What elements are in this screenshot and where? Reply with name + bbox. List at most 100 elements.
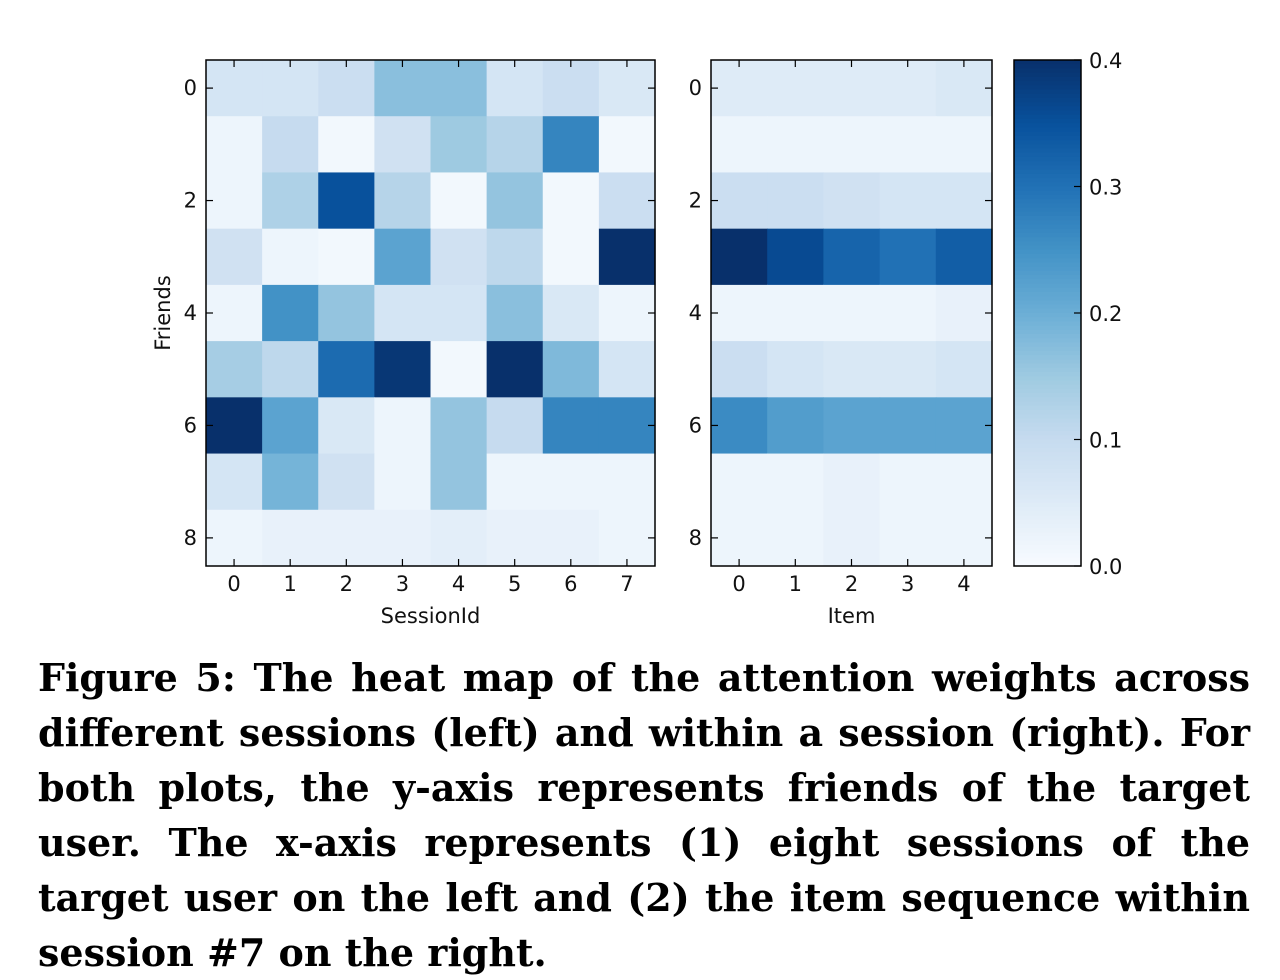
colorbar-gradient-step <box>1014 258 1081 263</box>
heatmap-cell <box>767 228 824 286</box>
heatmap-cell <box>711 509 768 567</box>
colorbar-gradient-step <box>1014 523 1081 529</box>
x-axis-label: SessionId <box>381 604 481 628</box>
colorbar-gradient-step <box>1014 140 1081 145</box>
colorbar-gradient-step <box>1014 161 1081 167</box>
colorbar-gradient-step <box>1014 422 1081 428</box>
colorbar-gradient-step <box>1014 329 1081 335</box>
heatmap-cell <box>767 341 824 398</box>
colorbar-gradient-step <box>1014 291 1081 297</box>
colorbar-gradient-step <box>1014 182 1081 188</box>
colorbar-gradient-step <box>1014 135 1081 141</box>
heatmap-cell <box>374 172 432 230</box>
heatmap-cell <box>767 509 824 567</box>
colorbar-gradient-step <box>1014 490 1081 495</box>
heatmap-cell <box>711 341 768 398</box>
heatmap-cell <box>206 116 263 174</box>
y-tick-label: 4 <box>184 301 197 325</box>
colorbar-gradient-step <box>1014 502 1081 508</box>
colorbar-gradient-step <box>1014 456 1081 462</box>
heatmap-cell <box>935 341 993 398</box>
x-tick-label: 7 <box>620 572 633 596</box>
heatmap-cell <box>206 172 263 230</box>
colorbar-gradient-step <box>1014 485 1081 491</box>
colorbar-gradient-step <box>1014 473 1081 479</box>
heatmap-cell <box>767 397 824 455</box>
colorbar-gradient-step <box>1014 532 1081 538</box>
colorbar-gradient-step <box>1014 498 1081 504</box>
colorbar-gradient-step <box>1014 64 1081 70</box>
heatmap-cell <box>318 397 375 455</box>
heatmap-cell <box>430 228 488 286</box>
colorbar-gradient-step <box>1014 169 1081 175</box>
x-tick-label: 0 <box>732 572 745 596</box>
heatmap-cell <box>823 341 881 398</box>
colorbar-gradient-step <box>1014 211 1081 217</box>
heatmap-cell <box>430 341 488 398</box>
heatmap-cell <box>262 60 319 117</box>
colorbar-gradient-step <box>1014 89 1081 95</box>
heatmap-cell <box>711 228 768 286</box>
colorbar-gradient-step <box>1014 60 1081 65</box>
heatmap-cell <box>598 397 656 455</box>
colorbar-gradient-step <box>1014 426 1081 432</box>
heatmap-cell <box>262 397 319 455</box>
colorbar-gradient-step <box>1014 279 1081 285</box>
colorbar-gradient-step <box>1014 540 1081 546</box>
colorbar-gradient-step <box>1014 216 1081 221</box>
colorbar-gradient-step <box>1014 262 1081 268</box>
colorbar-gradient-step <box>1014 93 1081 99</box>
colorbar-gradient-step <box>1014 203 1081 209</box>
colorbar-gradient-step <box>1014 68 1081 74</box>
colorbar-gradient-step <box>1014 405 1081 411</box>
x-tick-label: 3 <box>396 572 409 596</box>
colorbar-gradient-step <box>1014 359 1081 365</box>
colorbar-tick-label: 0.2 <box>1089 302 1122 326</box>
heatmap-cell <box>542 228 600 286</box>
y-tick-label: 0 <box>184 76 197 100</box>
heatmap-cell <box>823 228 881 286</box>
colorbar-gradient-step <box>1014 110 1081 116</box>
heatmap-cell <box>879 60 937 117</box>
heatmap-cell <box>542 397 600 455</box>
heatmap-cell <box>430 60 488 117</box>
attention-heatmap-figure: 0 1 2 3 4 5 6 7 0 2 4 6 8 SessionId Friends 0 1 2 3 4 0 2 4 6 8… <box>151 49 1122 628</box>
heatmap-cell <box>430 116 488 174</box>
colorbar-gradient-step <box>1014 283 1081 289</box>
colorbar-gradient-step <box>1014 477 1081 483</box>
colorbar-gradient-step <box>1014 557 1081 563</box>
colorbar-gradient-step <box>1014 367 1081 373</box>
heatmap-cell <box>374 397 432 455</box>
heatmap-cell <box>823 172 881 230</box>
colorbar-gradient-step <box>1014 245 1081 251</box>
colorbar-gradient-step <box>1014 515 1081 521</box>
heatmap-cell <box>374 228 432 286</box>
y-tick-label: 8 <box>184 526 197 550</box>
colorbar-gradient-step <box>1014 355 1081 360</box>
heatmap-cell <box>262 228 319 286</box>
colorbar-gradient-step <box>1014 186 1081 192</box>
colorbar-gradient-step <box>1014 270 1081 276</box>
colorbar-gradient-step <box>1014 156 1081 162</box>
colorbar-gradient-step <box>1014 228 1081 234</box>
x-tick-label: 4 <box>452 572 465 596</box>
colorbar-gradient-step <box>1014 249 1081 255</box>
heatmap-cell <box>935 397 993 455</box>
colorbar-gradient-step <box>1014 81 1081 86</box>
colorbar-gradient-step <box>1014 536 1081 542</box>
x-tick-label: 3 <box>901 572 914 596</box>
heatmap-cell <box>318 509 375 567</box>
heatmap-cell <box>767 284 824 342</box>
heatmap-cell <box>486 60 544 117</box>
heatmap-cell <box>935 284 993 342</box>
heatmap-cell <box>879 341 937 398</box>
session-heatmap-panel: 0 1 2 3 4 5 6 7 0 2 4 6 8 SessionId Friends <box>151 59 656 628</box>
colorbar-tick-label: 0.3 <box>1089 176 1122 200</box>
colorbar-gradient-step <box>1014 346 1081 352</box>
heatmap-cell <box>486 284 544 342</box>
heatmap-cell <box>598 284 656 342</box>
x-tick-label: 6 <box>564 572 577 596</box>
heatmap-cell <box>935 453 993 511</box>
colorbar-gradient-step <box>1014 363 1081 369</box>
colorbar-gradient-step <box>1014 194 1081 200</box>
